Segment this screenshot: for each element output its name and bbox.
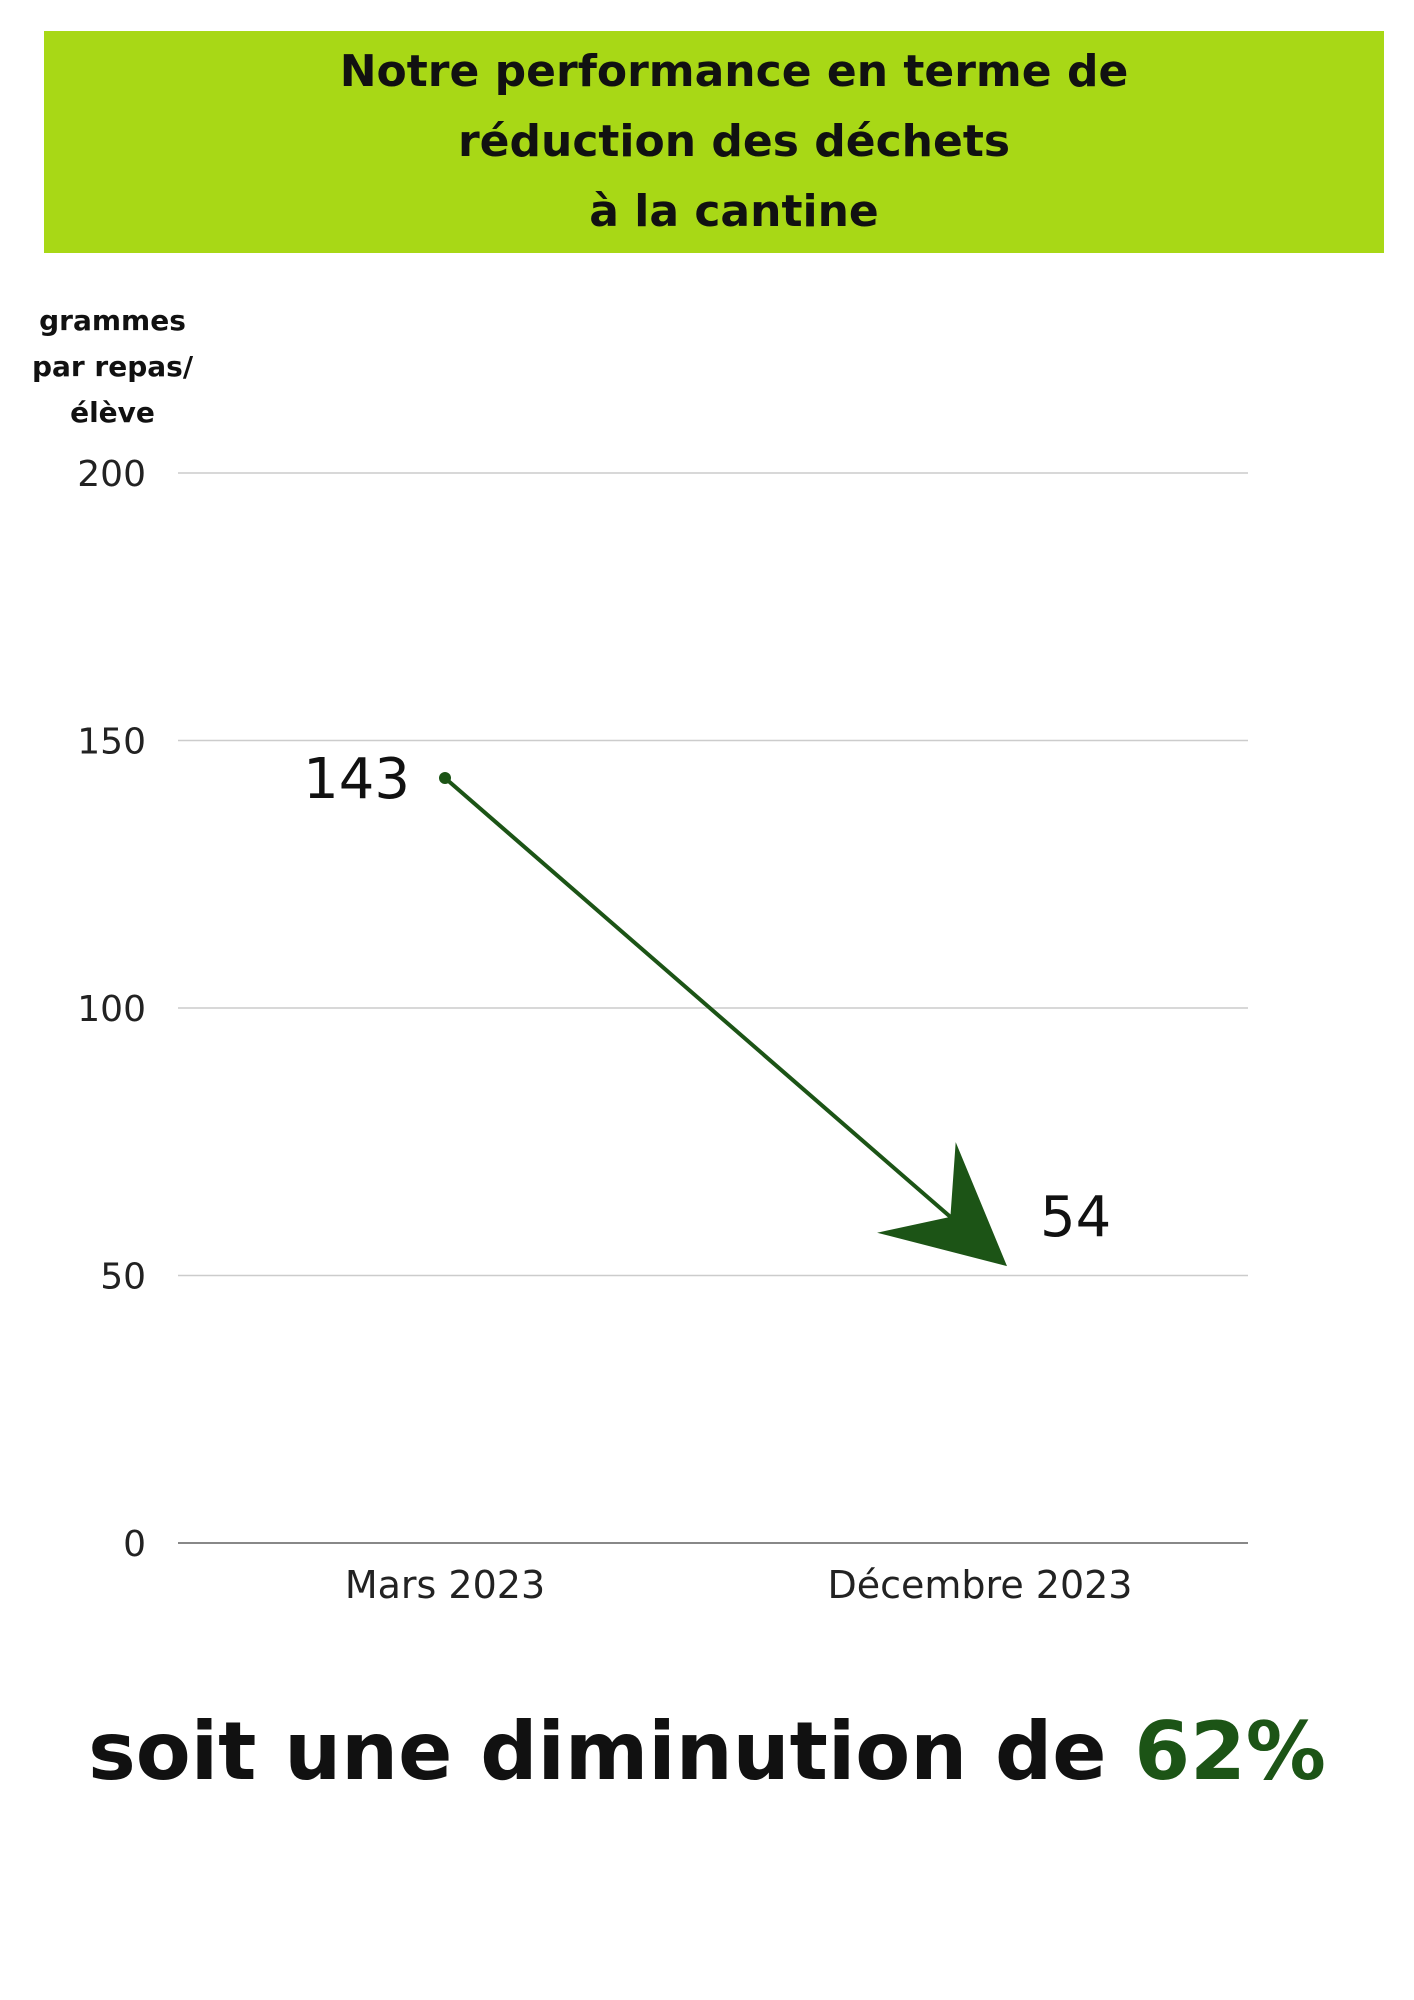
title-banner: Notre performance en terme de réduction …: [44, 31, 1384, 253]
series-line: [443, 775, 953, 1219]
y-tick-50: 50: [100, 1257, 146, 1298]
y-tick-0: 0: [123, 1524, 146, 1565]
y-axis-label: grammes par repas/ élève: [31, 304, 194, 429]
data-point-0: [439, 771, 451, 784]
x-tick-1: Décembre 2023: [827, 1563, 1132, 1607]
y-tick-200: 200: [77, 454, 146, 495]
summary-prefix: soit une diminution de: [88, 1705, 1135, 1798]
summary-text: soit une diminution de 62%: [0, 1705, 1414, 1798]
x-tick-labels: Mars 2023 Décembre 2023: [345, 1563, 1133, 1607]
line-chart: 0 50 100 150 200 Mars 2023 Décembre 2023 143 5…: [77, 454, 1248, 1607]
y-tick-labels: 0 50 100 150 200: [77, 454, 146, 1565]
grid-lines: [178, 472, 1248, 1544]
arrow-head-icon: [877, 1142, 1007, 1267]
chart-title: Notre performance en terme de réduction …: [339, 46, 1129, 237]
data-labels: 143 54: [303, 747, 1111, 1250]
data-label-1: 54: [1040, 1185, 1111, 1250]
summary-percentage: 62%: [1134, 1705, 1326, 1798]
y-tick-100: 100: [77, 989, 146, 1030]
x-tick-0: Mars 2023: [345, 1563, 545, 1607]
series: [439, 771, 1007, 1267]
data-label-0: 143: [303, 747, 410, 812]
y-tick-150: 150: [77, 722, 146, 763]
